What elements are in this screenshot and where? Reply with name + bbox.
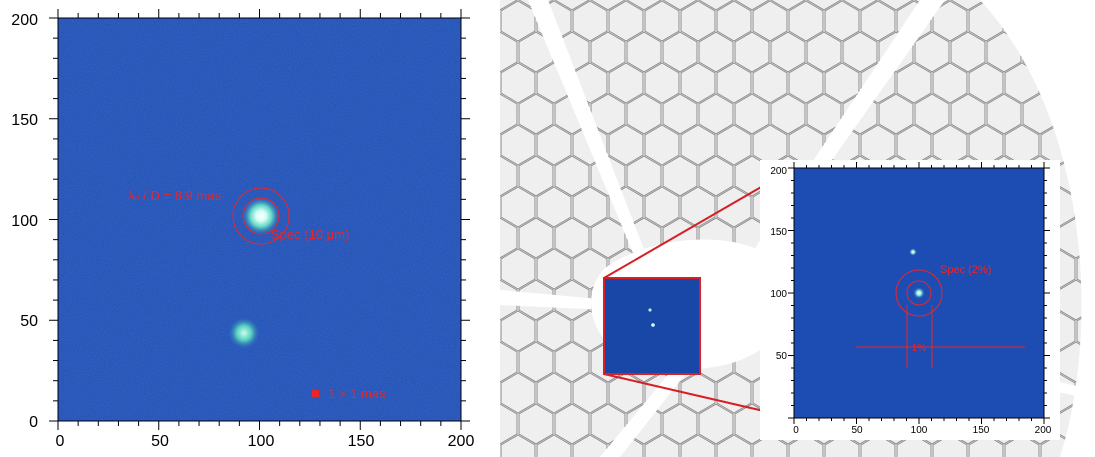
y-tick-label: 50 [776, 351, 788, 362]
right-mirror-panel: Spec (2%) 1% 0 50 100 150 200 50 100 150… [500, 0, 1095, 457]
spec-annotation: Spec (10 μm) [271, 227, 349, 242]
inset-star-bright [913, 287, 925, 299]
thumbnail-star [651, 323, 655, 327]
thumbnail-star [648, 308, 652, 312]
y-tick-labels: 0 50 100 150 200 [11, 12, 38, 431]
lambda-annotation: λₙ / D = 8.9 mas [128, 188, 221, 203]
x-tick-label: 0 [793, 425, 799, 436]
x-tick-label: 150 [973, 425, 990, 436]
inset-star-faint [909, 248, 917, 256]
inset-spec-annotation: Spec (2%) [940, 264, 991, 276]
y-tick-label: 150 [11, 112, 38, 129]
x-tick-label: 100 [911, 425, 928, 436]
pixel-scale-annotation: 1 × 1 mas [328, 386, 386, 401]
x-tick-label: 50 [151, 433, 169, 450]
bright-star [241, 196, 281, 236]
inset-x-tick-labels: 0 50 100 150 200 [793, 425, 1052, 436]
faint-star [227, 316, 261, 350]
left-image-panel: λₙ / D = 8.9 mas Spec (10 μm) 1 × 1 mas … [11, 9, 475, 450]
lambda-ring [242, 197, 280, 235]
y-tick-label: 100 [770, 289, 787, 300]
spider-vane [528, 0, 650, 270]
y-tick-label: 200 [770, 166, 787, 177]
x-tick-label: 200 [448, 433, 475, 450]
x-tick-labels: 0 50 100 150 200 [56, 433, 475, 450]
spider-vane [600, 360, 695, 457]
x-tick-label: 100 [248, 433, 275, 450]
x-tick-label: 150 [348, 433, 375, 450]
y-tick-label: 50 [20, 313, 38, 330]
tick-marks [49, 9, 470, 430]
inset-inner-ring [906, 280, 932, 306]
inset-percent-annotation: 1% [912, 343, 927, 354]
spec-ring [232, 187, 290, 245]
spider-vane [500, 290, 610, 310]
x-tick-label: 0 [56, 433, 65, 450]
inset-tick-marks [788, 162, 1050, 424]
y-tick-label: 200 [11, 12, 38, 29]
pixel-scale-marker [312, 390, 319, 397]
y-tick-label: 150 [770, 227, 787, 238]
x-tick-label: 50 [851, 425, 863, 436]
inset-spec-ring [895, 269, 943, 317]
y-tick-label: 100 [11, 213, 38, 230]
inset-y-tick-labels: 50 100 150 200 [770, 166, 787, 362]
x-tick-label: 200 [1035, 425, 1052, 436]
y-tick-label: 0 [29, 414, 38, 431]
